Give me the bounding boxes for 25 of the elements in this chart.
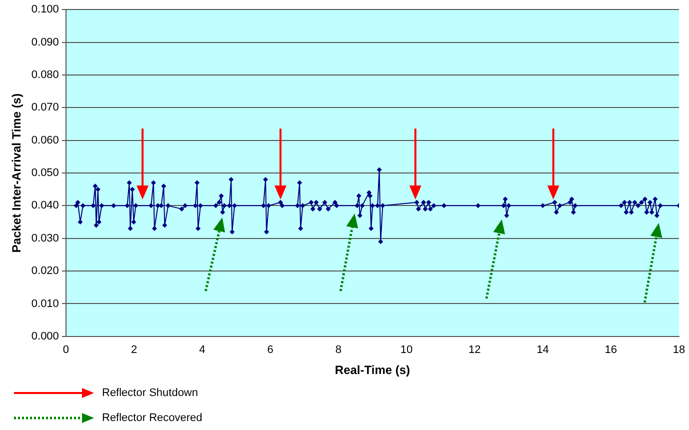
y-tick-label: 0.030: [31, 232, 59, 244]
x-tick-label: 4: [199, 344, 206, 356]
text: Reflector Shutdown: [102, 387, 198, 399]
x-tick-label: 12: [468, 344, 481, 356]
x-tick-label: 10: [400, 344, 413, 356]
x-tick-label: 16: [604, 344, 618, 356]
x-tick-label: 6: [267, 344, 274, 356]
y-tick-label: 0.040: [31, 200, 59, 212]
y-tick-label: 0.000: [31, 330, 59, 342]
text: Reflector Recovered: [102, 412, 202, 424]
x-axis-title: Real-Time (s): [334, 363, 410, 378]
x-tick-label: 14: [536, 344, 549, 356]
y-tick-label: 0.050: [31, 167, 59, 180]
y-tick-label: 0.100: [31, 4, 59, 16]
y-tick-label: 0.080: [31, 68, 59, 81]
y-tick-label: 0.060: [31, 134, 59, 146]
y-tick-label: 0.010: [31, 298, 59, 310]
x-tick-label: 8: [335, 344, 342, 356]
y-tick-label: 0.020: [31, 265, 59, 278]
y-axis-title: Packet Inter-Arrival Time (s): [10, 93, 24, 253]
y-tick-label: 0.070: [31, 102, 59, 114]
y-tick-label: 0.090: [31, 36, 59, 48]
x-tick-label: 2: [130, 344, 138, 356]
x-tick-label: 0: [62, 344, 69, 356]
x-tick-label: 18: [672, 344, 686, 356]
